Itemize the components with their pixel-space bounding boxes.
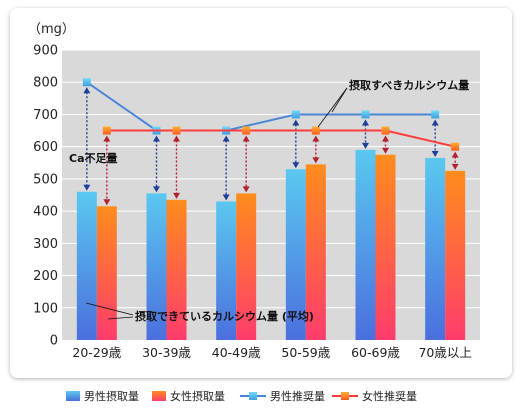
annotation-recommended: 摂取すべきカルシウム量 — [349, 78, 469, 92]
arrowhead-up — [103, 135, 111, 142]
bar-female-intake — [375, 154, 396, 340]
recommended-lines — [82, 78, 460, 151]
annotation-shortage: Ca不足量 — [69, 152, 118, 165]
legend-label: 女性推奨量 — [362, 389, 417, 403]
arrowhead-down — [242, 186, 250, 193]
bar-female-intake — [166, 199, 187, 340]
line-female-recommended — [106, 129, 456, 148]
arrowhead-down — [451, 163, 459, 170]
bar-male-intake — [216, 201, 237, 340]
legend-item: 男性摂取量 — [66, 389, 139, 403]
recommended-leader-line-female — [317, 87, 348, 128]
x-category-label: 60-69歳 — [351, 345, 400, 360]
y-tick-label: 800 — [33, 76, 58, 91]
y-tick-label: 200 — [33, 269, 58, 284]
shortage-arrows — [83, 87, 459, 206]
arrowhead-down — [312, 157, 320, 164]
annotation-intake: 摂取できているカルシウム量 (平均) — [135, 309, 314, 323]
legend: 男性摂取量 女性摂取量 男性推奨量 女性推奨量 — [66, 389, 417, 403]
marker-female-recommended — [311, 126, 320, 135]
arrowhead-up — [382, 135, 389, 142]
arrowhead-down — [103, 199, 111, 206]
x-axis-labels: 20-29歳 30-39歳 40-49歳 50-59歳 60-69歳 70歳以上 — [72, 345, 471, 360]
arrowhead-down — [382, 147, 389, 154]
legend-swatch-marker — [341, 392, 349, 400]
legend-swatch-bar — [152, 391, 166, 401]
arrowhead-down — [222, 194, 230, 201]
arrowhead-up — [451, 151, 459, 158]
bar-female-intake — [305, 164, 326, 340]
marker-female-recommended — [102, 126, 111, 135]
arrowhead-up — [431, 119, 439, 126]
intake-leader-line-2 — [107, 316, 134, 320]
y-tick-label: 700 — [33, 108, 58, 123]
bar-female-intake — [96, 206, 117, 340]
x-category-label: 30-39歳 — [142, 345, 191, 360]
bar-male-intake — [146, 193, 167, 340]
x-category-label: 70歳以上 — [418, 345, 471, 360]
marker-male-recommended — [361, 110, 370, 119]
arrowhead-down — [153, 186, 160, 193]
y-tick-label: 500 — [33, 172, 58, 187]
bar-female-intake — [445, 170, 466, 340]
plot-background — [62, 50, 480, 340]
y-unit-label: （mg） — [28, 22, 75, 37]
arrowhead-down — [173, 192, 180, 199]
legend-swatch-bar — [66, 391, 80, 401]
annotations: 摂取すべきカルシウム量 摂取できているカルシウム量 (平均) Ca不足量 — [69, 78, 469, 323]
intake-leader-line-1 — [85, 302, 134, 316]
bars — [76, 149, 466, 340]
marker-female-recommended — [451, 142, 460, 151]
y-tick-label: 600 — [33, 140, 58, 155]
arrowhead-up — [83, 87, 91, 94]
line-male-recommended — [86, 81, 436, 132]
arrowhead-down — [83, 184, 91, 191]
y-tick-label: 100 — [33, 301, 58, 316]
arrowhead-up — [292, 119, 300, 126]
bar-male-intake — [285, 169, 306, 340]
y-tick-label: 900 — [33, 44, 58, 59]
marker-female-recommended — [381, 126, 390, 135]
arrowhead-up — [312, 135, 320, 142]
arrowhead-up — [173, 135, 180, 142]
y-axis-ticks: 0 100 200 300 400 500 600 700 800 900 — [33, 44, 58, 349]
bar-male-intake — [76, 191, 97, 340]
arrowhead-up — [222, 135, 230, 142]
arrowhead-down — [292, 162, 300, 169]
legend-label: 女性摂取量 — [170, 389, 225, 403]
bar-female-intake — [236, 193, 257, 340]
legend-swatch-marker — [249, 392, 257, 400]
marker-male-recommended — [82, 78, 91, 87]
x-category-label: 50-59歳 — [281, 345, 330, 360]
x-category-label: 20-29歳 — [72, 345, 121, 360]
y-tick-label: 400 — [33, 205, 58, 220]
arrowhead-down — [362, 142, 369, 149]
legend-item: 男性推奨量 — [240, 389, 325, 403]
arrowhead-up — [153, 135, 160, 142]
marker-male-recommended — [431, 110, 440, 119]
legend-item: 女性摂取量 — [152, 389, 225, 403]
bar-male-intake — [355, 149, 376, 340]
marker-female-recommended — [242, 126, 251, 135]
marker-female-recommended — [172, 126, 181, 135]
arrowhead-up — [242, 135, 250, 142]
arrowhead-down — [431, 150, 439, 157]
x-category-label: 40-49歳 — [212, 345, 261, 360]
y-tick-label: 0 — [50, 334, 58, 349]
y-tick-label: 300 — [33, 237, 58, 252]
legend-label: 男性推奨量 — [270, 389, 325, 403]
legend-label: 男性摂取量 — [84, 389, 139, 403]
marker-male-recommended — [291, 110, 300, 119]
arrowhead-up — [362, 119, 369, 126]
bar-male-intake — [425, 157, 446, 340]
legend-item: 女性推奨量 — [332, 389, 417, 403]
